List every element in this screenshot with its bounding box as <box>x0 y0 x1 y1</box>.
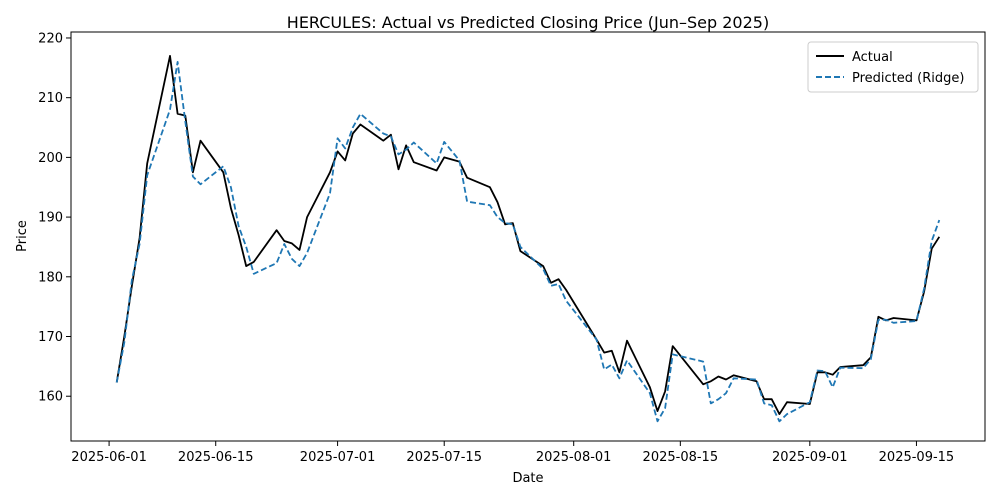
x-tick-label: 2025-07-15 <box>406 450 482 465</box>
y-tick-label: 220 <box>38 31 63 46</box>
chart-title: HERCULES: Actual vs Predicted Closing Pr… <box>287 13 769 32</box>
legend-label-predicted: Predicted (Ridge) <box>852 71 964 86</box>
y-tick-label: 200 <box>38 151 63 166</box>
y-axis-label: Price <box>15 220 30 252</box>
x-tick-label: 2025-06-01 <box>71 450 147 465</box>
x-tick-label: 2025-09-15 <box>879 450 955 465</box>
x-axis-label: Date <box>512 471 543 486</box>
x-tick-label: 2025-09-01 <box>772 450 848 465</box>
x-tick-label: 2025-08-15 <box>643 450 719 465</box>
y-tick-label: 190 <box>38 211 63 226</box>
y-tick-label: 170 <box>38 330 63 345</box>
plot-frame <box>71 32 985 441</box>
x-tick-label: 2025-06-15 <box>178 450 254 465</box>
x-tick-label: 2025-07-01 <box>300 450 376 465</box>
legend-label-actual: Actual <box>852 50 893 65</box>
series-line-actual <box>117 56 940 414</box>
x-tick-label: 2025-08-01 <box>536 450 612 465</box>
legend: Actual Predicted (Ridge) <box>808 42 978 92</box>
y-tick-label: 210 <box>38 91 63 106</box>
y-tick-label: 180 <box>38 270 63 285</box>
y-tick-label: 160 <box>38 390 63 405</box>
x-axis: 2025-06-01 2025-06-15 2025-07-01 2025-07-15… <box>71 441 954 465</box>
y-axis: 160 170 180 190 200 210 220 <box>38 31 71 404</box>
series-layer <box>117 56 940 421</box>
